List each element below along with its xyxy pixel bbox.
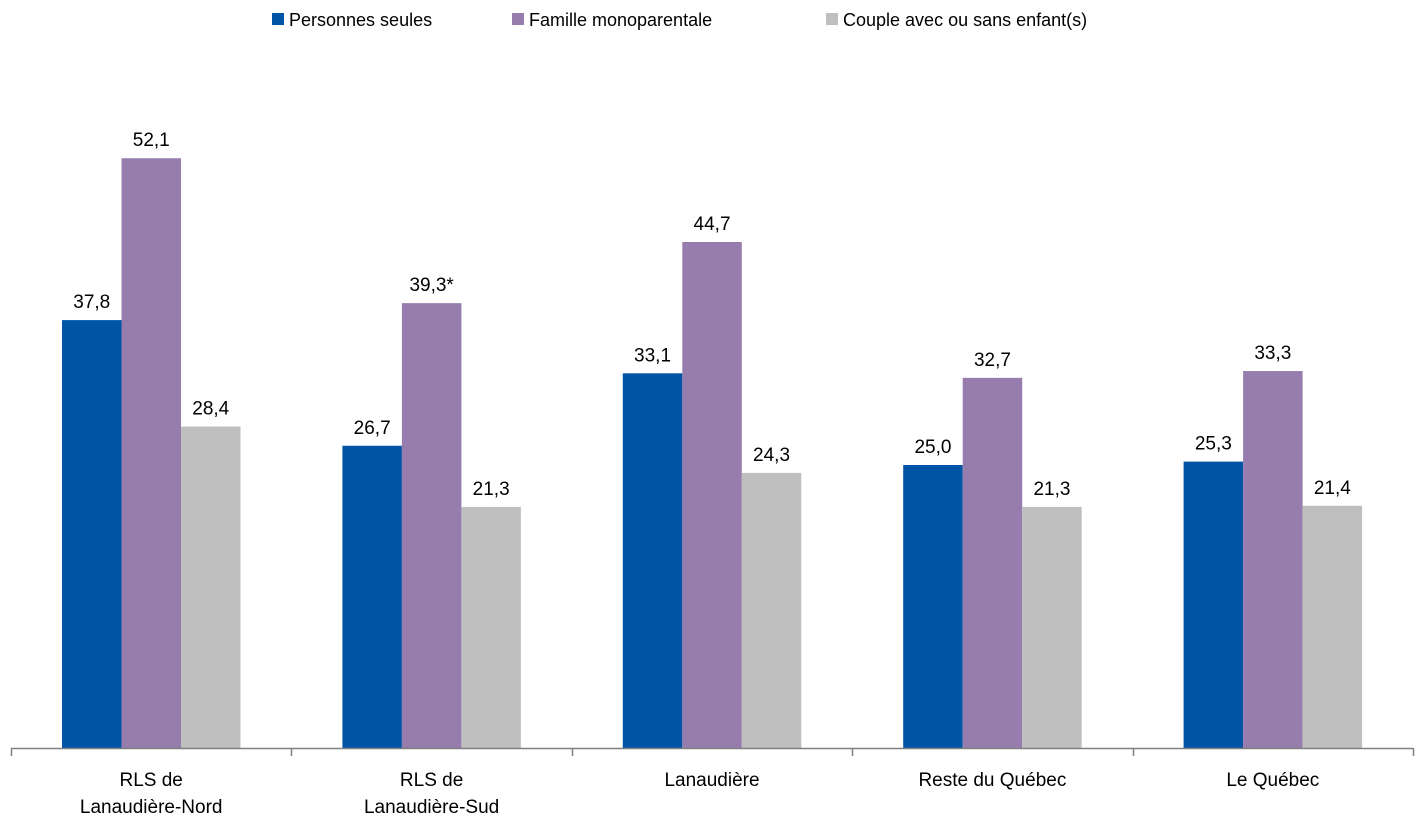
data-label: 44,7 [694, 214, 731, 235]
bar [1183, 461, 1244, 748]
data-label: 52,1 [133, 130, 170, 151]
bars-group [62, 158, 1363, 748]
legend-label: Famille monoparentale [529, 10, 712, 30]
data-label: 21,3 [1033, 479, 1070, 500]
data-label: 33,1 [634, 345, 671, 366]
data-label: 37,8 [73, 292, 110, 313]
legend-label: Couple avec ou sans enfant(s) [843, 10, 1087, 30]
x-tick-label: Lanaudière [664, 770, 759, 791]
data-label: 21,3 [473, 479, 510, 500]
x-tick-label: Reste du Québec [918, 770, 1066, 791]
legend-item: Couple avec ou sans enfant(s) [826, 10, 1087, 30]
legend-item: Famille monoparentale [512, 10, 712, 30]
data-label: 25,3 [1195, 434, 1232, 455]
bar [962, 377, 1023, 748]
bar [903, 465, 963, 748]
data-label: 24,3 [753, 445, 790, 466]
chart-legend: Personnes seules Famille monoparentale Cou… [272, 10, 1087, 30]
legend-swatch [826, 13, 838, 25]
data-label: 25,0 [914, 437, 951, 458]
x-tick-label: Lanaudière-Nord [80, 797, 223, 818]
legend-item: Personnes seules [272, 10, 432, 30]
data-label: 21,4 [1314, 478, 1351, 499]
bar [342, 445, 402, 748]
data-label: 28,4 [192, 399, 229, 420]
bar [121, 158, 181, 748]
bar [682, 241, 742, 748]
x-axis [10, 747, 1415, 756]
value-labels-group: 37,8 52,1 28,4 26,7 39,3* 21,3 33,1 44,7 24,3 25,… [73, 130, 1351, 500]
bar [622, 373, 683, 748]
bar [741, 472, 802, 748]
data-label: 32,7 [974, 350, 1011, 371]
x-tick-label: Le Québec [1226, 770, 1319, 791]
bar [401, 303, 462, 748]
bar [1302, 505, 1363, 748]
x-tick-label: RLS de [120, 770, 183, 791]
data-label: 26,7 [354, 418, 391, 439]
data-label: 33,3 [1254, 343, 1291, 364]
x-tick-label: RLS de [400, 770, 463, 791]
bar [1022, 506, 1082, 748]
bar [181, 426, 241, 748]
data-label: 39,3* [409, 275, 454, 296]
legend-swatch [512, 13, 524, 25]
x-tick-label: Lanaudière-Sud [364, 797, 499, 818]
bar [461, 506, 521, 748]
legend-label: Personnes seules [289, 10, 432, 30]
x-tick-labels-group: RLS de Lanaudière-Nord RLS de Lanaudière-Su… [80, 770, 1319, 818]
legend-swatch [272, 13, 284, 25]
bar [62, 320, 122, 748]
bar [1243, 371, 1303, 748]
